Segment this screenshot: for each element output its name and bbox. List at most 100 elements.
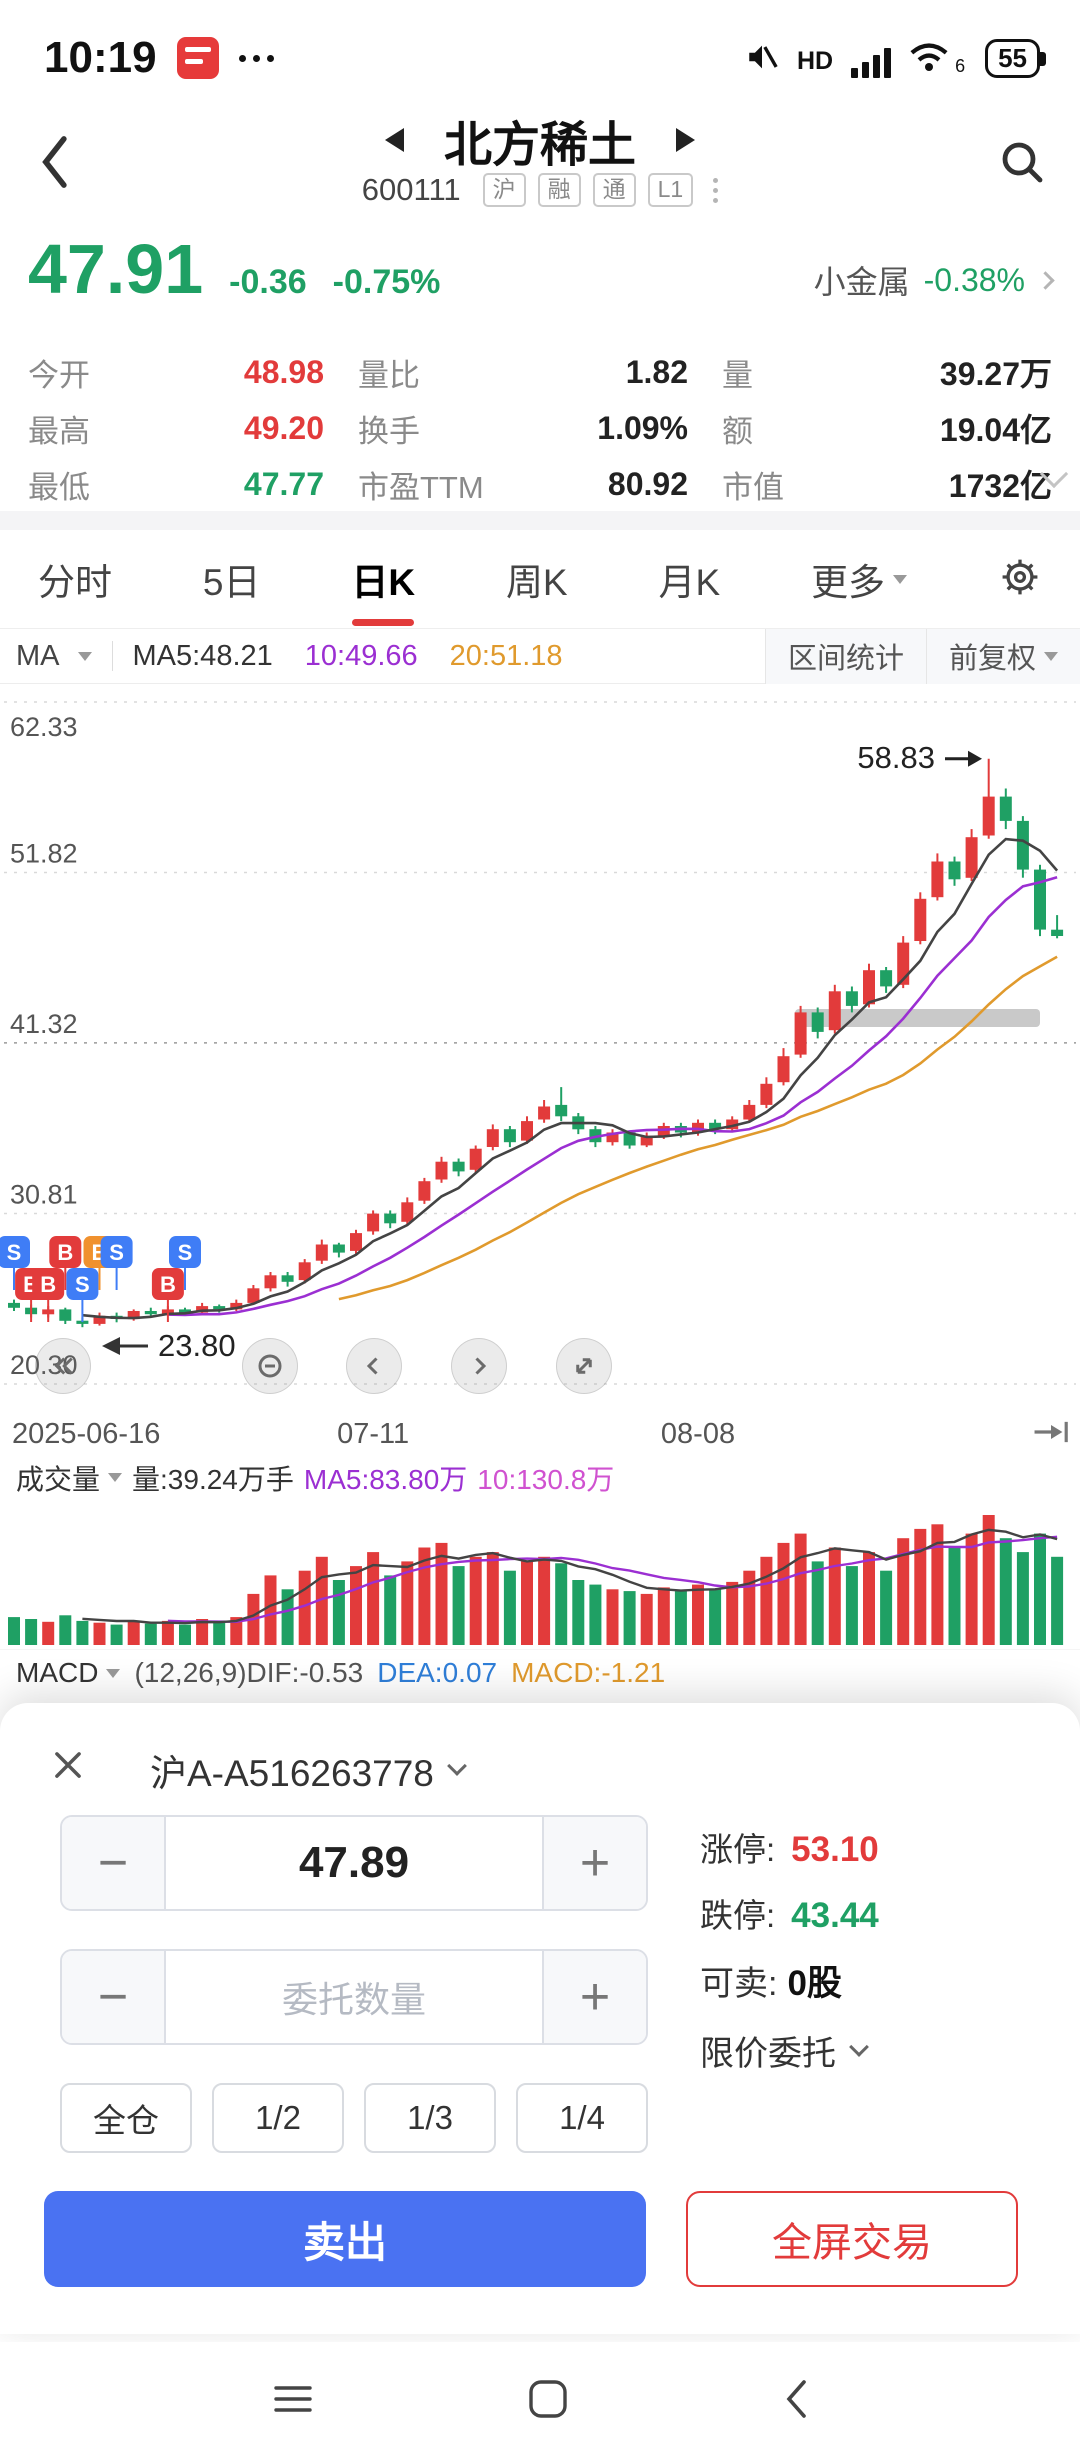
price-increase-button[interactable]: + [542,1817,646,1909]
quantity-increase-button[interactable]: + [542,1951,646,2043]
tab-周K[interactable]: 周K [505,562,568,603]
x-axis: 2025-06-16 07-11 08-08 [0,1414,1080,1458]
back-button[interactable] [26,126,82,198]
volume-bar [521,1561,533,1645]
position-button-全仓[interactable]: 全仓 [60,2083,192,2153]
range-stats-button[interactable]: 区间统计 [764,628,926,684]
chart-settings-gear-icon[interactable] [998,555,1042,604]
candlestick-chart[interactable]: 62.33 51.82 41.32 30.81 20.30 58.83 23.80 S B B B S… [0,684,1080,1414]
fullscreen-trade-button[interactable]: 全屏交易 [686,2191,1018,2287]
stat-value: 49.20 [243,409,324,446]
volume-selector[interactable]: 成交量 [16,1458,123,1498]
candle [828,991,841,1031]
volume-bar [503,1570,516,1645]
quote-stats-grid: 今开 48.98 量比 1.82 量 39.27万 最高 49.20 换手 1.09% 额 19.04… [0,334,1080,512]
ma-selector[interactable]: MA [16,639,60,672]
search-button[interactable] [992,132,1052,192]
zoom-out-button[interactable] [242,1338,298,1394]
prev-stock-button[interactable] [384,128,404,152]
volume-bar [127,1621,140,1645]
quantity-input[interactable]: 委托数量 [166,1951,542,2043]
volume-bar [230,1617,243,1645]
candle [196,1306,209,1313]
volume-bar [863,1552,875,1645]
jump-to-latest-icon[interactable] [1032,1418,1070,1454]
scroll-to-start-button[interactable] [35,1338,91,1394]
expand-chart-button[interactable] [556,1338,612,1394]
signal-icon [851,46,892,78]
system-nav-bar [0,2342,1080,2460]
svg-text:B: B [160,1272,176,1297]
candle [845,991,858,1006]
wifi-icon [909,41,949,78]
order-type-selector[interactable]: 限价委托 [700,2026,869,2075]
ma5-value: MA5:48.21 [132,639,273,672]
volume-bar [640,1593,653,1645]
volume-bar [298,1570,311,1645]
candle [59,1309,72,1321]
trade-marker-S[interactable]: S [169,1236,201,1290]
candle [418,1181,431,1201]
trade-marker-S[interactable]: S [66,1268,99,1322]
volume-ma-line [82,1528,1058,1625]
pan-left-button[interactable] [346,1338,402,1394]
tab-日K[interactable]: 日K [351,528,415,630]
candle [777,1056,790,1083]
volume-header: 成交量 量:39.24万手 MA5:83.80万 10:130.8万 [0,1458,1080,1497]
tab-更多[interactable]: 更多 [811,528,908,630]
volume-bar [606,1589,619,1645]
x-axis-label: 07-11 [337,1418,410,1450]
position-button-1/3[interactable]: 1/3 [364,2083,496,2153]
volume-bar [999,1538,1012,1645]
quantity-decrease-button[interactable]: − [62,1951,166,2043]
tab-5日[interactable]: 5日 [202,562,261,603]
volume-bar [452,1566,465,1645]
price-decrease-button[interactable]: − [62,1817,166,1909]
volume-bar [931,1524,944,1645]
volume-bar [144,1623,157,1645]
system-back-icon[interactable] [780,2376,810,2427]
market-tags: 沪融通 L1 [482,173,694,207]
stat-value: 47.77 [243,465,324,502]
volume-bar [42,1621,55,1645]
recents-menu-icon[interactable] [270,2379,316,2424]
position-button-1/2[interactable]: 1/2 [212,2083,344,2153]
pan-right-button[interactable] [451,1338,507,1394]
next-stock-button[interactable] [676,128,695,152]
volume-bar [982,1515,995,1645]
candle [640,1135,653,1146]
stat-label: 最低 [28,469,90,505]
candle [486,1129,499,1147]
volume-bar [794,1533,807,1645]
home-icon[interactable] [525,2376,571,2427]
limit-down-value: 43.44 [791,1896,879,1935]
tab-分时[interactable]: 分时 [38,562,112,603]
y-axis-label: 41.32 [10,1009,78,1039]
tab-月K[interactable]: 月K [658,562,721,603]
stat-cell: 额 19.04亿 [722,400,1052,456]
candle [965,837,978,878]
trade-marker-B[interactable]: B [151,1268,184,1322]
price-input[interactable]: 47.89 [166,1817,542,1909]
sector-name: 小金属 [813,264,910,300]
position-button-1/4[interactable]: 1/4 [516,2083,648,2153]
trade-marker-B[interactable]: B [32,1268,65,1322]
candle [811,1012,824,1032]
volume-bar [486,1552,499,1645]
account-selector[interactable]: 沪A-A516263778 [150,1743,467,1797]
trade-marker-B[interactable]: B [49,1236,82,1290]
sector-link[interactable]: 小金属 -0.38% [813,257,1055,303]
adjust-mode-button[interactable]: 前复权 [925,628,1080,684]
volume-chart[interactable] [0,1497,1080,1649]
sell-button[interactable]: 卖出 [44,2191,646,2287]
volume-bar [59,1615,72,1645]
stat-label: 换手 [358,413,420,449]
trade-marker-S[interactable]: S [100,1236,133,1290]
macd-selector[interactable]: MACD [16,1657,121,1689]
candle [726,1119,739,1130]
candle [794,1012,807,1055]
close-trade-panel-button[interactable] [44,1741,92,1789]
candle [93,1315,106,1324]
svg-text:B: B [57,1240,73,1265]
trade-marker-S[interactable]: S [0,1236,30,1290]
